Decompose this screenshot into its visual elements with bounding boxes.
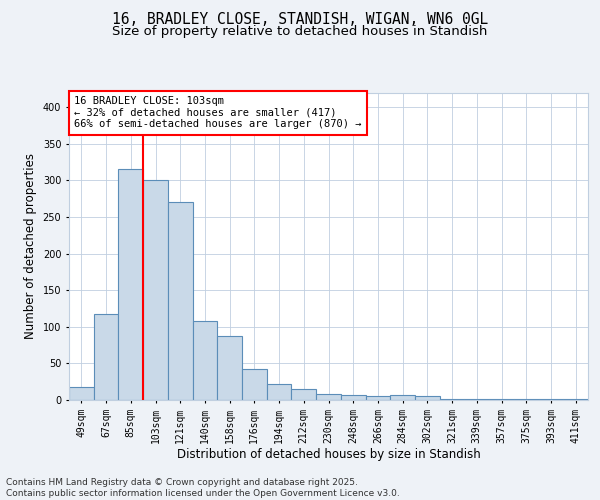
Bar [143, 180, 168, 400]
Text: Size of property relative to detached houses in Standish: Size of property relative to detached ho… [112, 25, 488, 38]
Text: 16, BRADLEY CLOSE, STANDISH, WIGAN, WN6 0GL: 16, BRADLEY CLOSE, STANDISH, WIGAN, WN6 … [112, 12, 488, 28]
Bar [341, 395, 365, 400]
Bar [563, 398, 588, 400]
Text: Contains HM Land Registry data © Crown copyright and database right 2025.
Contai: Contains HM Land Registry data © Crown c… [6, 478, 400, 498]
Text: 16 BRADLEY CLOSE: 103sqm
← 32% of detached houses are smaller (417)
66% of semi-: 16 BRADLEY CLOSE: 103sqm ← 32% of detach… [74, 96, 361, 130]
X-axis label: Distribution of detached houses by size in Standish: Distribution of detached houses by size … [176, 448, 481, 462]
Bar [365, 396, 390, 400]
Bar [193, 321, 217, 400]
Bar [390, 395, 415, 400]
Bar [415, 396, 440, 400]
Bar [118, 170, 143, 400]
Bar [316, 394, 341, 400]
Bar [440, 398, 464, 400]
Bar [292, 389, 316, 400]
Bar [217, 336, 242, 400]
Bar [168, 202, 193, 400]
Bar [69, 387, 94, 400]
Bar [267, 384, 292, 400]
Bar [514, 398, 539, 400]
Bar [489, 398, 514, 400]
Bar [94, 314, 118, 400]
Y-axis label: Number of detached properties: Number of detached properties [24, 153, 37, 339]
Bar [242, 369, 267, 400]
Bar [464, 398, 489, 400]
